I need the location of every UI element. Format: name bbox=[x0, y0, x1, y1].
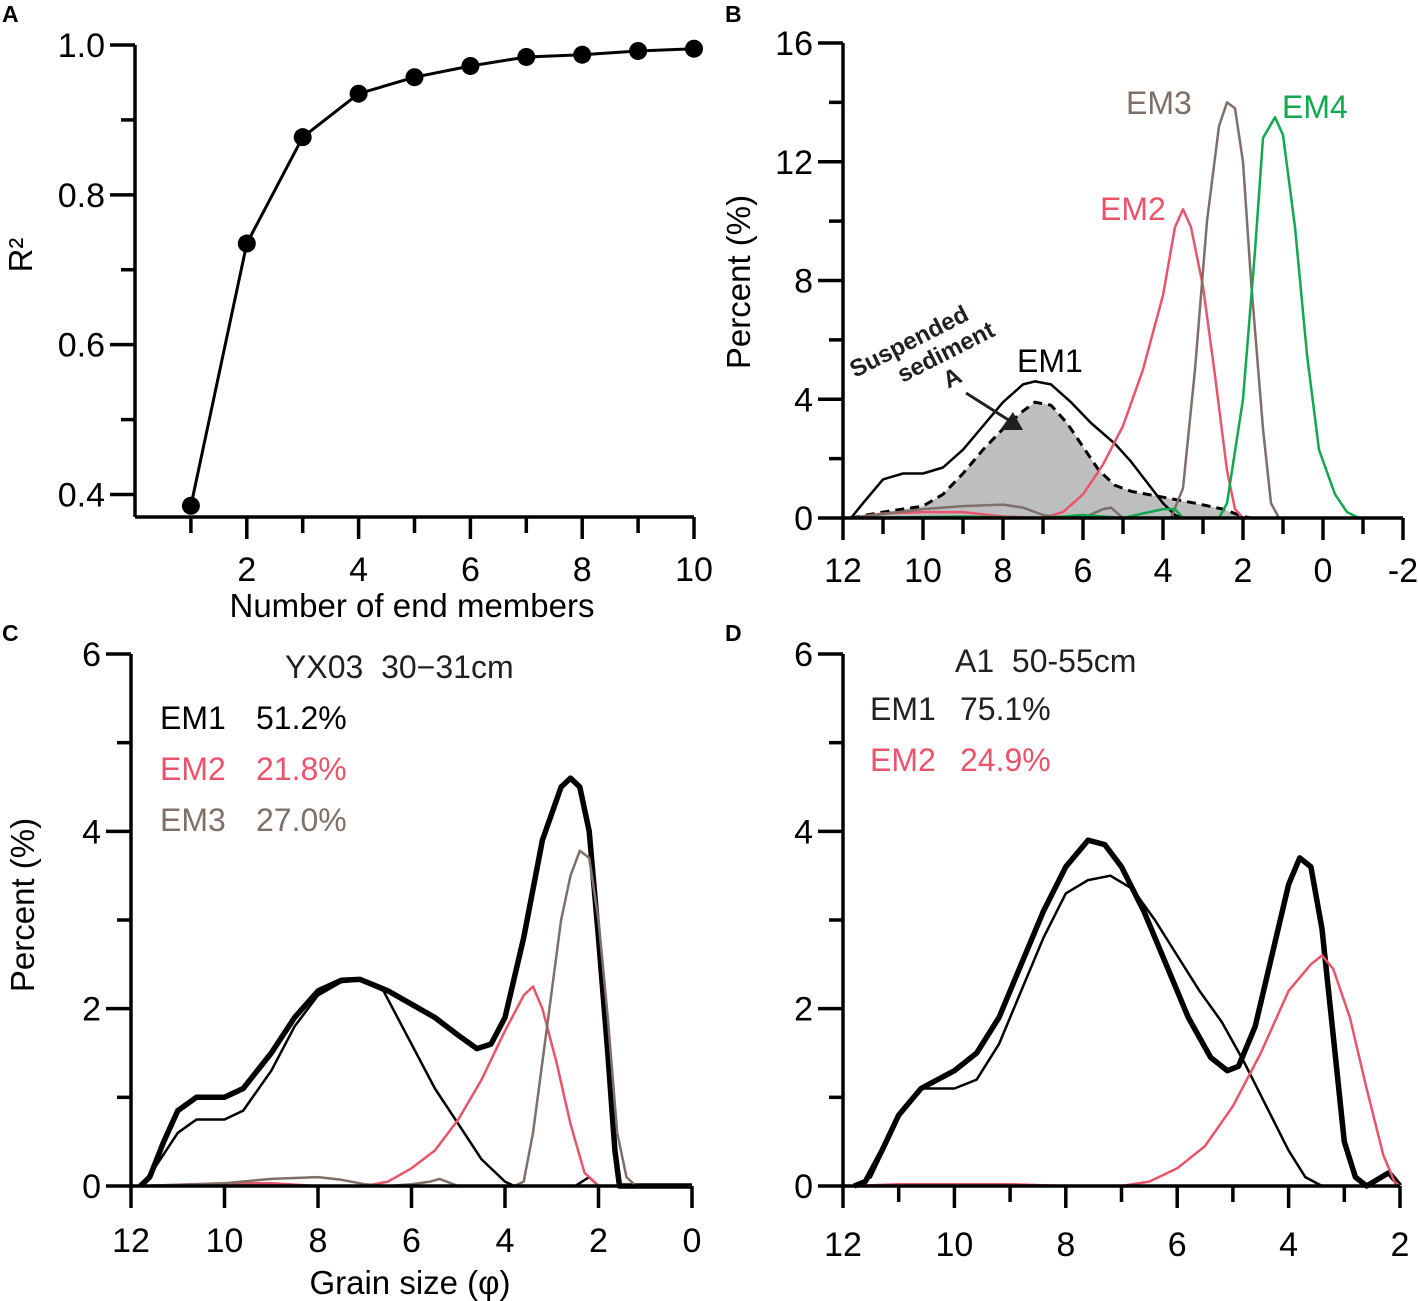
panel-d-legend-em1-value: 75.1% bbox=[960, 691, 1051, 727]
series-em2-line bbox=[140, 985, 636, 1188]
panel-a-r2-chart: 0.4 0.6 0.8 1.0 2 4 6 8 10 bbox=[58, 27, 713, 589]
data-point bbox=[293, 128, 312, 147]
x-tick-label: 6 bbox=[461, 551, 480, 589]
y-tick-label: 4 bbox=[794, 813, 813, 851]
data-point bbox=[461, 56, 480, 75]
x-tick-label: 10 bbox=[935, 1226, 973, 1264]
x-tick-label: 10 bbox=[675, 551, 713, 589]
panel-d-legend-em1-name: EM1 bbox=[870, 691, 936, 727]
x-tick-label: 10 bbox=[904, 552, 942, 590]
x-tick-label: 0 bbox=[683, 1222, 702, 1260]
arrow-icon bbox=[965, 391, 1023, 430]
x-tick-label: 12 bbox=[112, 1222, 150, 1260]
panel-c-x-axis-title: Grain size (φ) bbox=[309, 1264, 510, 1301]
x-tick-label: 8 bbox=[994, 552, 1013, 590]
panel-a-x-axis-title: Number of end members bbox=[230, 587, 595, 624]
y-tick-label: 0 bbox=[794, 500, 813, 538]
x-tick-label: 2 bbox=[1234, 552, 1253, 590]
series-r2-line bbox=[189, 47, 695, 507]
panel-d-legend-em2-name: EM2 bbox=[870, 742, 936, 778]
series-em1-line bbox=[850, 380, 1184, 520]
y-tick-label: 16 bbox=[775, 25, 813, 63]
y-tick-label: 6 bbox=[794, 636, 813, 674]
data-point bbox=[517, 47, 536, 66]
panel-label-c: C bbox=[2, 620, 19, 646]
panel-d-legend-em2-value: 24.9% bbox=[960, 742, 1051, 778]
y-tick-label: 2 bbox=[82, 991, 101, 1029]
panel-c-y-axis-title: Percent (%) bbox=[4, 818, 41, 992]
data-point bbox=[685, 39, 703, 58]
panel-b-end-member-chart: 0 4 8 12 16 12 10 8 6 4 2 0 -2 bbox=[775, 25, 1418, 590]
x-tick-label: 6 bbox=[1074, 552, 1093, 590]
x-tick-label: 12 bbox=[824, 1226, 862, 1264]
y-tick-label: 0.8 bbox=[58, 177, 105, 215]
data-point bbox=[349, 84, 368, 103]
panel-b-y-axis-title: Percent (%) bbox=[720, 195, 757, 369]
x-tick-label: 2 bbox=[237, 551, 256, 589]
y-tick-label: 2 bbox=[794, 991, 813, 1029]
x-tick-label: 4 bbox=[349, 551, 368, 589]
x-tick-label: 4 bbox=[496, 1222, 515, 1260]
x-tick-label: 4 bbox=[1154, 552, 1173, 590]
panel-c-legend-em2-name: EM2 bbox=[160, 751, 226, 787]
x-tick-label: 2 bbox=[1391, 1226, 1410, 1264]
label-em3: EM3 bbox=[1126, 85, 1192, 121]
y-tick-label: 4 bbox=[82, 813, 101, 851]
panel-d-sample-label: A1 50-55cm bbox=[955, 643, 1136, 679]
data-point bbox=[181, 496, 200, 515]
y-tick-label: 0 bbox=[82, 1168, 101, 1206]
label-em4: EM4 bbox=[1282, 89, 1348, 125]
series-measured-line bbox=[853, 837, 1403, 1189]
panel-label-d: D bbox=[725, 620, 742, 646]
y-tick-label: 4 bbox=[794, 381, 813, 419]
series-suspended-sediment-a-area bbox=[851, 402, 1251, 518]
x-tick-label: 2 bbox=[589, 1222, 608, 1260]
series-em2-line bbox=[850, 208, 1363, 520]
panel-label-b: B bbox=[725, 1, 742, 27]
panel-c-legend-em1-name: EM1 bbox=[160, 700, 226, 736]
y-tick-label: 0 bbox=[794, 1168, 813, 1206]
x-tick-label: 8 bbox=[1056, 1226, 1075, 1264]
panel-c-legend-em3-value: 27.0% bbox=[256, 802, 347, 838]
x-tick-label: 12 bbox=[824, 552, 862, 590]
series-em1-line bbox=[853, 874, 1323, 1188]
panel-c-legend-em3-name: EM3 bbox=[160, 802, 226, 838]
x-tick-label: 6 bbox=[402, 1222, 421, 1260]
y-tick-label: 0.6 bbox=[58, 327, 105, 365]
panel-c-legend-em2-value: 21.8% bbox=[256, 751, 347, 787]
label-em1: EM1 bbox=[1017, 343, 1083, 379]
y-tick-label: 12 bbox=[775, 144, 813, 182]
series-em2-line bbox=[854, 954, 1401, 1188]
panel-label-a: A bbox=[2, 1, 19, 27]
series-suspended-sediment-a-line bbox=[850, 400, 1252, 520]
data-point bbox=[573, 45, 592, 64]
suspended-sediment-label: Suspended sediment A bbox=[845, 301, 999, 395]
data-point bbox=[237, 234, 256, 253]
panel-c-sample-label: YX03 30−31cm bbox=[285, 649, 514, 685]
x-tick-label: 8 bbox=[573, 551, 592, 589]
series-em3-line bbox=[850, 101, 1363, 520]
x-tick-label: 4 bbox=[1279, 1226, 1298, 1264]
x-tick-label: -2 bbox=[1388, 552, 1418, 590]
suspended-label-line3: A bbox=[939, 362, 967, 394]
y-tick-label: 6 bbox=[82, 636, 101, 674]
y-tick-label: 8 bbox=[794, 263, 813, 301]
x-tick-label: 6 bbox=[1168, 1226, 1187, 1264]
x-tick-label: 0 bbox=[1314, 552, 1333, 590]
panel-a-y-axis-title: R² bbox=[2, 238, 39, 273]
data-point bbox=[405, 68, 424, 87]
y-tick-label: 0.4 bbox=[58, 477, 105, 515]
x-tick-label: 8 bbox=[309, 1222, 328, 1260]
panel-c-legend-em1-value: 51.2% bbox=[256, 700, 347, 736]
label-em2: EM2 bbox=[1100, 191, 1166, 227]
series-measured-line bbox=[138, 775, 692, 1189]
panel-d-a1-chart: 0 2 4 6 12 10 8 6 4 2 bbox=[794, 636, 1409, 1264]
panel-c-yx03-chart: 0 2 4 6 12 10 8 6 4 2 0 bbox=[82, 636, 701, 1260]
y-tick-label: 1.0 bbox=[58, 27, 105, 65]
x-tick-label: 10 bbox=[206, 1222, 244, 1260]
series-em3-line bbox=[140, 849, 692, 1188]
data-point bbox=[629, 41, 648, 60]
